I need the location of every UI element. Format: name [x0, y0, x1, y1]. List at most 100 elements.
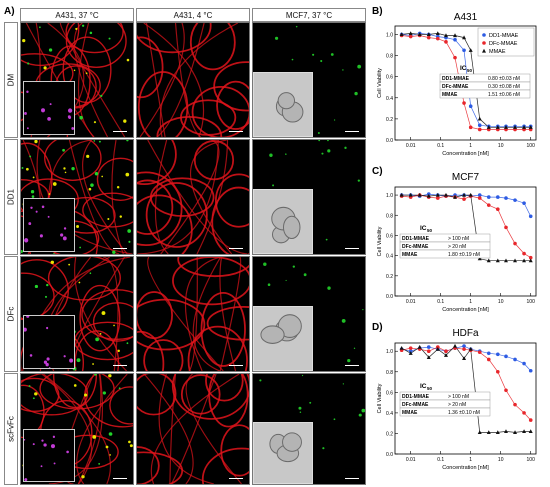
x-tick-label: 1	[469, 457, 472, 463]
data-point	[513, 125, 518, 129]
data-point	[495, 258, 500, 263]
x-tick-label: 10	[498, 143, 504, 149]
scale-bar	[345, 364, 359, 366]
data-point	[435, 196, 440, 200]
scale-bar	[229, 364, 243, 366]
data-point	[408, 192, 413, 197]
y-tick-label: 0.6	[386, 75, 393, 81]
data-point	[453, 33, 458, 38]
ic50-header: IC	[460, 65, 467, 72]
row-header-dm: DM	[4, 22, 18, 138]
data-point	[496, 352, 500, 357]
data-point	[528, 214, 533, 219]
brightfield-inset	[253, 72, 314, 137]
micrograph-2-1	[136, 256, 250, 372]
ic50-value: 1.80 ±0.19 nM	[448, 252, 480, 258]
y-tick-label: 0.6	[386, 390, 393, 396]
y-tick-label: 0.2	[386, 431, 393, 437]
chart-title: HDFa	[452, 328, 479, 339]
data-point	[468, 104, 473, 109]
ic50-value: > 100 nM	[448, 236, 469, 242]
row-header-scfvfc: scFvFc	[4, 373, 18, 485]
ic50-compound: MMAE	[402, 410, 418, 416]
data-point	[399, 345, 404, 350]
y-axis-label: Cell Viability	[377, 383, 383, 413]
x-tick-label: 1	[469, 299, 472, 305]
data-point	[426, 35, 431, 40]
data-point	[468, 192, 473, 197]
y-tick-label: 0.8	[386, 213, 393, 219]
y-tick-label: 0.6	[386, 233, 393, 239]
fit-curve	[401, 35, 531, 130]
data-point	[468, 48, 473, 52]
ic50-value: > 100 nM	[448, 394, 469, 400]
plot-frame	[394, 25, 537, 141]
data-point	[477, 193, 482, 197]
data-point	[453, 343, 458, 348]
scale-bar	[345, 477, 359, 479]
data-point	[513, 258, 518, 263]
micrograph-2-2	[252, 256, 366, 372]
data-point	[462, 101, 466, 105]
ic50-compound: DFc-MMAE	[402, 402, 429, 408]
y-tick-label: 0.0	[386, 452, 393, 458]
panel-b-label: B)	[372, 6, 383, 17]
scale-bar	[113, 247, 127, 249]
y-tick-label: 0.2	[386, 274, 393, 280]
micrograph-1-2	[252, 139, 366, 255]
chart-group-0: A431 0.0 0.2 0.4 0.6 0.8 1.0 0.01 0.1 1 10 100 Conce…	[377, 12, 537, 157]
ic50-value: 1.51 ±0.06 nM	[488, 92, 520, 98]
data-point	[504, 196, 508, 200]
scale-bar	[229, 247, 243, 249]
micrograph-3-0	[20, 373, 134, 485]
data-point	[528, 429, 533, 433]
y-tick-label: 0.8	[386, 54, 393, 60]
data-point	[477, 127, 482, 132]
legend-box	[477, 27, 535, 57]
x-tick-label: 0.01	[406, 457, 416, 463]
data-point	[513, 357, 517, 362]
data-point	[462, 356, 467, 361]
data-point	[513, 198, 517, 202]
data-point	[453, 55, 457, 60]
scale-bar	[113, 364, 127, 366]
ic50-compound: MMAE	[402, 252, 418, 258]
data-point	[503, 258, 508, 263]
ic50-header-sub: 50	[427, 386, 433, 391]
row-header-dd1: DD1	[4, 139, 18, 255]
micrograph-0-1	[136, 22, 250, 138]
data-point	[503, 125, 508, 129]
data-point	[504, 225, 508, 230]
data-point	[408, 351, 413, 355]
data-point	[528, 255, 533, 260]
data-point	[486, 258, 491, 263]
data-point	[513, 430, 518, 435]
ic50-value: > 20 nM	[448, 244, 466, 250]
y-tick-label: 1.0	[386, 349, 393, 355]
fit-curve	[401, 194, 531, 258]
x-axis-label: Concentration [nM]	[442, 151, 489, 157]
magenta-inset	[23, 197, 76, 252]
data-point	[486, 125, 491, 129]
data-point	[462, 48, 466, 53]
data-point	[462, 35, 467, 40]
plot-frame	[394, 342, 537, 455]
data-point	[477, 116, 482, 121]
data-point	[443, 33, 448, 38]
data-point	[435, 31, 440, 35]
scale-bar	[345, 130, 359, 132]
micrograph-1-1	[136, 139, 250, 255]
panel-a-label: A)	[4, 6, 15, 17]
data-point	[486, 430, 491, 435]
data-point	[399, 32, 404, 37]
data-point	[522, 411, 526, 415]
data-point	[443, 353, 448, 357]
data-point	[426, 32, 431, 37]
data-point	[528, 125, 533, 129]
data-point	[522, 361, 526, 366]
ic50-header-sub: 50	[427, 228, 433, 233]
x-tick-label: 10	[498, 457, 504, 463]
data-point	[513, 402, 517, 407]
panel-d-label: D)	[372, 322, 383, 333]
data-point	[486, 195, 491, 199]
